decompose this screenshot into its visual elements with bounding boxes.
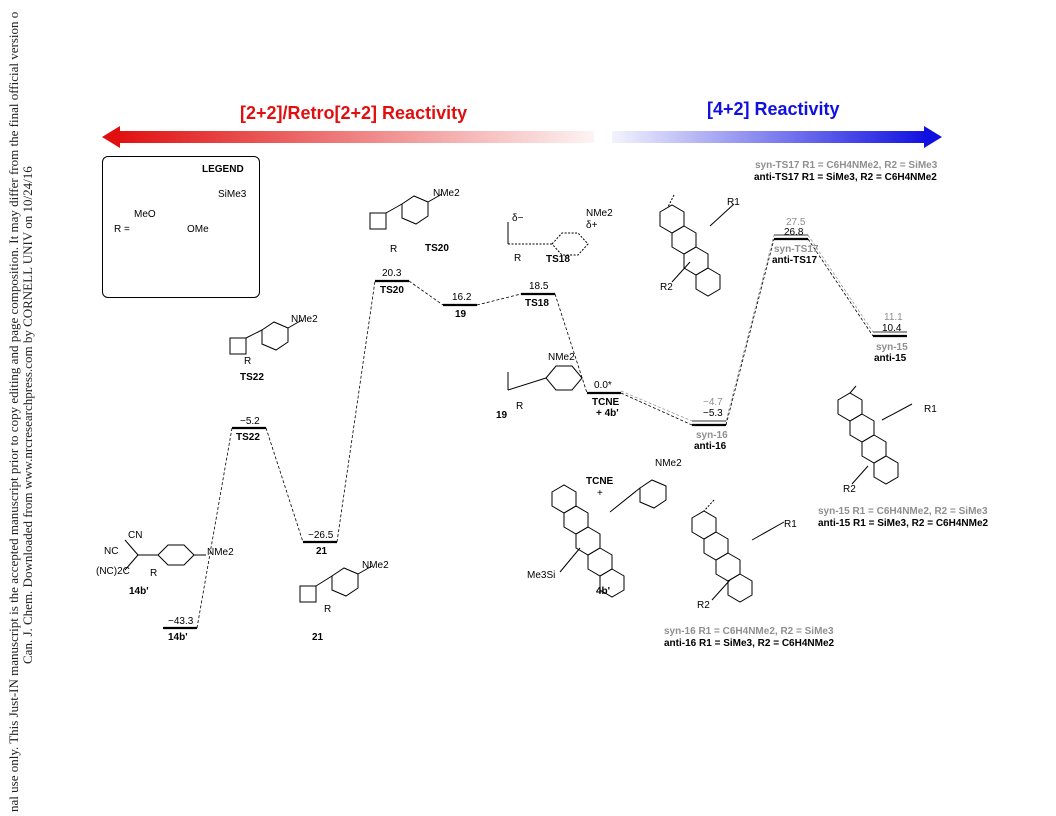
label-19: 19 [496,410,508,421]
label-ts20-nme2: NMe2 [433,188,460,199]
label-ts22-r: R [244,356,252,367]
structure-ts22 [229,319,303,355]
name-anti-ts17: anti-TS17 [772,255,818,266]
label-14b-r: R [150,568,158,579]
label-14b-cn: CN [128,530,143,541]
legend-meo: MeO [134,209,156,220]
label-14b-nme2: NMe2 [207,547,234,558]
energy-levels [163,237,907,630]
label-14b-nc: NC [104,546,119,557]
structure-ts20 [369,193,443,230]
label-ts18-nme2: NMe2 [586,208,613,219]
label-ts18-r: R [514,253,522,264]
energy-ts18: 18.5 [529,281,549,292]
label-15-r1: R1 [924,404,937,415]
label-4b-nme2: NMe2 [655,458,682,469]
caption-anti-16: anti-16 R1 = SiMe3, R2 = C6H4NMe2 [664,638,835,649]
legend-r-label: R = [114,224,130,235]
syn-levels [692,234,907,422]
structure-ts18 [507,222,589,256]
name-ts20: TS20 [380,285,404,296]
label-ts20: TS20 [425,243,449,254]
energy-syn-15: 11.1 [884,312,903,323]
name-tcne: TCNE [592,397,620,408]
right-arrow [612,126,942,148]
energy-syn-16: −4.7 [703,397,723,408]
energy-14b: −43.3 [168,616,194,627]
label-4b: 4b' [596,586,611,597]
name-anti-16: anti-16 [694,441,727,452]
left-section-title: [2+2]/Retro[2+2] Reactivity [240,103,468,123]
energy-tcne-4b: 0.0* [594,380,612,391]
caption-syn-16: syn-16 R1 = C6H4NMe2, R2 = SiMe3 [664,626,834,637]
structure-4b [551,479,667,598]
label-ts17-r2: R2 [660,282,673,293]
label-ts18-delta-plus: δ+ [586,220,598,231]
label-ts20-r: R [390,244,398,255]
syn-connectors [620,234,874,422]
legend-title: LEGEND [202,164,244,175]
right-section-title: [4+2] Reactivity [707,99,840,119]
legend-sime3: SiMe3 [218,189,247,200]
energy-19: 16.2 [452,292,472,303]
label-19-r: R [516,401,524,412]
structure-21 [299,565,373,603]
name-19: 19 [455,309,467,320]
name-tcne-4b: + 4b' [596,408,619,419]
structure-16 [691,499,785,603]
label-16-r2: R2 [697,600,710,611]
label-15-r2: R2 [843,484,856,495]
structure-ts17 [659,194,735,297]
label-19-nme2: NMe2 [548,352,575,363]
label-21-r: R [324,604,332,615]
label-21: 21 [312,632,324,643]
caption-syn-15: syn-15 R1 = C6H4NMe2, R2 = SiMe3 [818,506,988,517]
label-ts18: TS18 [546,254,570,265]
structure-14b [124,539,206,571]
label-21-nme2: NMe2 [362,560,389,571]
name-ts22: TS22 [236,432,260,443]
energy-ts20: 20.3 [382,268,402,279]
label-tcne: TCNE [586,476,614,487]
energy-21: −26.5 [308,530,334,541]
label-plus: + [597,488,603,499]
caption-anti-15: anti-15 R1 = SiMe3, R2 = C6H4NMe2 [818,518,989,529]
label-14b-nc2c: (NC)2C [96,566,130,577]
name-syn-ts17: syn-TS17 [774,244,819,255]
energy-anti-ts17: 26.8 [784,227,804,238]
caption-syn-ts17: syn-TS17 R1 = C6H4NMe2, R2 = SiMe3 [755,160,938,171]
connectors [196,238,874,629]
name-syn-16: syn-16 [696,430,728,441]
name-21: 21 [316,546,328,557]
label-ts18-delta-minus: δ− [512,213,524,224]
label-ts17-r1: R1 [727,197,740,208]
legend-box [102,156,260,298]
label-14b: 14b' [129,586,149,597]
structure-19 [507,365,583,391]
energy-anti-15: 10.4 [882,323,902,334]
legend-ome: OMe [187,224,209,235]
label-16-r1: R1 [784,519,797,530]
name-anti-15: anti-15 [874,353,907,364]
energy-syn-ts17: 27.5 [786,217,806,228]
left-arrow [102,126,594,148]
energy-ts22: −5.2 [240,416,260,427]
name-syn-15: syn-15 [876,342,908,353]
structure-15 [837,385,913,485]
energy-anti-16: −5.3 [703,408,723,419]
name-14b: 14b' [168,632,188,643]
name-ts18: TS18 [525,298,549,309]
caption-anti-ts17: anti-TS17 R1 = SiMe3, R2 = C6H4NMe2 [754,172,937,183]
label-4b-me3si: Me3Si [527,570,556,581]
label-ts22: TS22 [240,372,264,383]
label-ts22-nme2: NMe2 [291,314,318,325]
